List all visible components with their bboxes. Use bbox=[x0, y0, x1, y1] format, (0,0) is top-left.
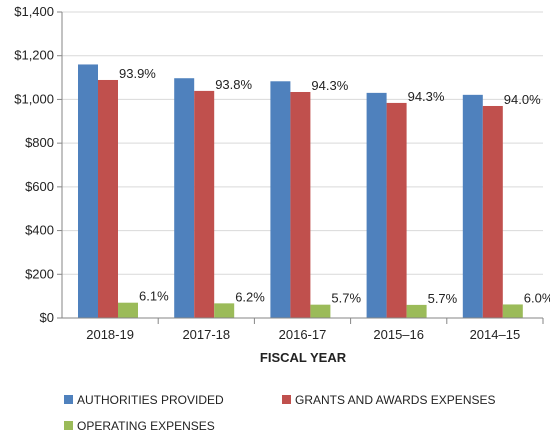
bar-grants-and-awards-expenses bbox=[290, 91, 311, 318]
bar-operating-expenses bbox=[118, 302, 138, 318]
data-label: 6.1% bbox=[139, 289, 169, 304]
x-axis-title: FISCAL YEAR bbox=[260, 350, 347, 365]
y-tick-label: $200 bbox=[25, 266, 54, 281]
data-label: 6.2% bbox=[235, 289, 265, 304]
axes: $0 $200 $400 $600 $800 $1,000 $1,200 $1,400 2018… bbox=[14, 4, 544, 342]
data-labels: 93.9% 6.1% 93.8% 6.2% 94.3% 5.7% 94.3% 5.7% 94.0… bbox=[119, 66, 550, 306]
data-label: 5.7% bbox=[428, 291, 458, 306]
x-tick-label: 2017-18 bbox=[182, 327, 230, 342]
bar-grants-and-awards-expenses bbox=[482, 105, 503, 318]
x-tick-label: 2015–16 bbox=[373, 327, 424, 342]
data-label: 94.3% bbox=[408, 89, 445, 104]
y-tick-label: $400 bbox=[25, 223, 54, 238]
legend-label: AUTHORITIES PROVIDED bbox=[77, 393, 224, 407]
x-tick-label: 2014–15 bbox=[470, 327, 521, 342]
bar-operating-expenses bbox=[310, 304, 331, 318]
legend-swatch bbox=[282, 395, 291, 404]
data-label: 94.0% bbox=[504, 92, 541, 107]
legend-label: OPERATING EXPENSES bbox=[77, 419, 215, 433]
bar-authorities-provided bbox=[78, 64, 98, 318]
bars bbox=[78, 64, 523, 319]
bar-grants-and-awards-expenses bbox=[98, 79, 118, 319]
legend: AUTHORITIES PROVIDED GRANTS AND AWARDS EX… bbox=[64, 393, 496, 433]
legend-label: GRANTS AND AWARDS EXPENSES bbox=[295, 393, 496, 407]
bar-authorities-provided bbox=[174, 78, 195, 318]
legend-swatch bbox=[64, 421, 73, 430]
y-tick-label: $1,000 bbox=[14, 91, 54, 106]
data-label: 93.8% bbox=[215, 77, 252, 92]
bar-operating-expenses bbox=[214, 303, 235, 318]
data-label: 6.0% bbox=[524, 290, 550, 305]
y-tick-label: $1,400 bbox=[14, 4, 54, 19]
bar-operating-expenses bbox=[406, 304, 427, 318]
data-label: 5.7% bbox=[331, 291, 361, 306]
y-tick-label: $0 bbox=[40, 310, 54, 325]
bar-authorities-provided bbox=[462, 94, 483, 319]
y-tick-label: $800 bbox=[25, 135, 54, 150]
y-tick-label: $1,200 bbox=[14, 48, 54, 63]
bar-operating-expenses bbox=[502, 304, 523, 318]
bar-authorities-provided bbox=[366, 92, 387, 318]
y-tick-label: $600 bbox=[25, 179, 54, 194]
data-label: 93.9% bbox=[119, 66, 156, 81]
bar-authorities-provided bbox=[270, 81, 291, 318]
data-label: 94.3% bbox=[311, 78, 348, 93]
bar-grants-and-awards-expenses bbox=[386, 102, 407, 318]
x-tick-label: 2018-19 bbox=[86, 327, 134, 342]
legend-swatch bbox=[64, 395, 73, 404]
x-tick-label: 2016-17 bbox=[279, 327, 327, 342]
bar-grants-and-awards-expenses bbox=[194, 90, 215, 318]
